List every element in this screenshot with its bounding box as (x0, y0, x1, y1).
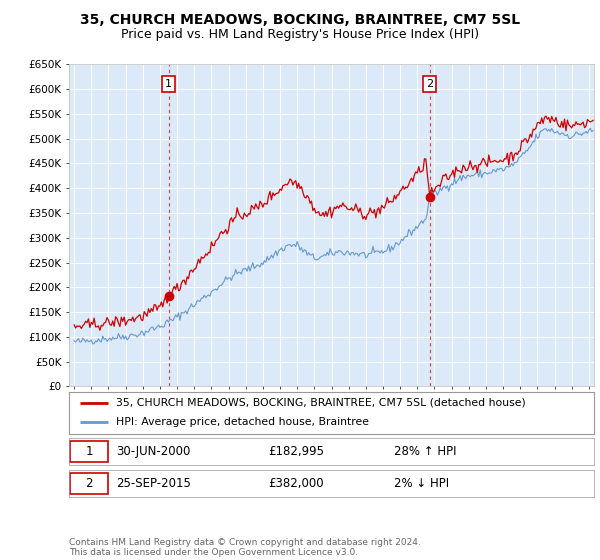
Text: 25-SEP-2015: 25-SEP-2015 (116, 477, 191, 490)
Text: 35, CHURCH MEADOWS, BOCKING, BRAINTREE, CM7 5SL: 35, CHURCH MEADOWS, BOCKING, BRAINTREE, … (80, 13, 520, 27)
Text: 2: 2 (426, 79, 433, 89)
FancyBboxPatch shape (70, 441, 108, 463)
Text: Contains HM Land Registry data © Crown copyright and database right 2024.
This d: Contains HM Land Registry data © Crown c… (69, 538, 421, 557)
Text: £382,000: £382,000 (269, 477, 324, 490)
Text: 35, CHURCH MEADOWS, BOCKING, BRAINTREE, CM7 5SL (detached house): 35, CHURCH MEADOWS, BOCKING, BRAINTREE, … (116, 398, 526, 408)
Text: 28% ↑ HPI: 28% ↑ HPI (395, 445, 457, 459)
Text: 2: 2 (85, 477, 93, 490)
Text: 1: 1 (85, 445, 93, 459)
Text: 1: 1 (165, 79, 172, 89)
Text: 30-JUN-2000: 30-JUN-2000 (116, 445, 191, 459)
Text: 2% ↓ HPI: 2% ↓ HPI (395, 477, 449, 490)
Text: £182,995: £182,995 (269, 445, 325, 459)
FancyBboxPatch shape (70, 473, 108, 494)
Text: HPI: Average price, detached house, Braintree: HPI: Average price, detached house, Brai… (116, 417, 369, 427)
Text: Price paid vs. HM Land Registry's House Price Index (HPI): Price paid vs. HM Land Registry's House … (121, 28, 479, 41)
